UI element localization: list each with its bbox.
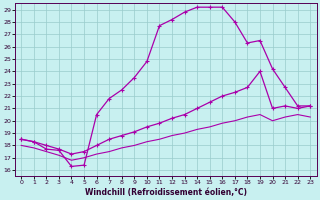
X-axis label: Windchill (Refroidissement éolien,°C): Windchill (Refroidissement éolien,°C) <box>85 188 247 197</box>
